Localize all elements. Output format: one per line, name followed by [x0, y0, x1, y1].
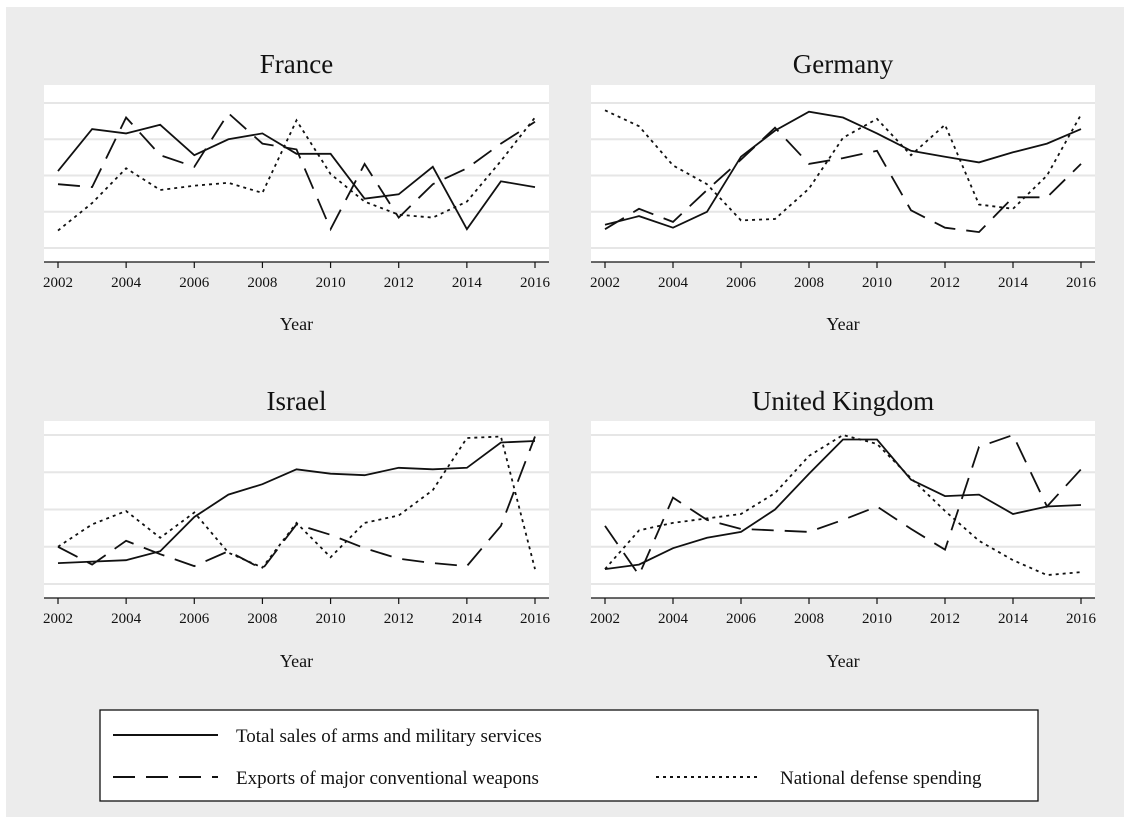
legend-label-exports: Exports of major conventional weapons: [236, 768, 539, 789]
panel-israel: 2002 2004 2006 2008 2010 2012 2014 2016 Israel Ye…: [43, 386, 551, 671]
panel-germany: 2002 2004 2006 2008 2010 2012 2014 2016 Germany Y…: [590, 49, 1097, 334]
x-tick-label: 2010: [316, 275, 346, 291]
x-tick-label: 2016: [520, 611, 551, 627]
panel-title: Germany: [793, 49, 894, 79]
x-tick-label: 2004: [658, 611, 689, 627]
x-tick-label: 2014: [452, 611, 483, 627]
x-tick-label: 2008: [247, 275, 277, 291]
panel-france: 2002 2004 2006 2008 2010 2012 2014 2016 France Ye…: [43, 49, 551, 334]
x-tick-label: 2012: [930, 275, 960, 291]
x-tick-label: 2002: [43, 275, 73, 291]
series-line-dashed: [604, 126, 1082, 234]
x-axis-title: Year: [826, 651, 859, 671]
series-line-solid: [57, 123, 536, 231]
x-tick-label: 2002: [43, 611, 73, 627]
x-tick-label: 2014: [998, 611, 1029, 627]
x-tick-label: 2012: [384, 275, 414, 291]
panel-title: United Kingdom: [752, 386, 934, 416]
x-tick-label: 2016: [520, 275, 551, 291]
x-tick-label: 2012: [384, 611, 414, 627]
series-line-solid: [604, 438, 1082, 570]
panel-united-kingdom: 2002 2004 2006 2008 2010 2012 2014 2016 United K…: [590, 386, 1097, 671]
x-tick-label: 2006: [179, 275, 210, 291]
x-axis-title: Year: [280, 314, 313, 334]
series-line-dotted: [604, 109, 1082, 222]
x-tick-label: 2002: [590, 275, 620, 291]
x-tick-label: 2006: [179, 611, 210, 627]
legend-label-total-sales: Total sales of arms and military service…: [236, 726, 542, 747]
series-line-dashed: [604, 433, 1082, 577]
x-axis-title: Year: [280, 651, 313, 671]
x-tick-label: 2004: [111, 275, 142, 291]
series-line-dotted: [57, 435, 536, 570]
x-tick-label: 2014: [998, 275, 1029, 291]
x-tick-label: 2010: [862, 275, 892, 291]
legend-box: [99, 709, 1039, 802]
x-tick-label: 2012: [930, 611, 960, 627]
x-tick-label: 2004: [658, 275, 689, 291]
x-tick-label: 2016: [1066, 611, 1097, 627]
x-tick-label: 2008: [794, 275, 824, 291]
series-line-solid: [604, 110, 1082, 229]
x-tick-label: 2006: [726, 611, 757, 627]
x-tick-label: 2006: [726, 275, 757, 291]
x-tick-label: 2010: [862, 611, 892, 627]
series-line-solid: [57, 440, 536, 564]
x-axis-title: Year: [826, 314, 859, 334]
x-tick-label: 2004: [111, 611, 142, 627]
legend: Total sales of arms and military service…: [99, 709, 1039, 802]
x-tick-label: 2002: [590, 611, 620, 627]
x-tick-label: 2010: [316, 611, 346, 627]
series-line-dashed: [57, 436, 536, 571]
x-tick-label: 2008: [794, 611, 824, 627]
x-tick-label: 2016: [1066, 275, 1097, 291]
panel-title: France: [260, 49, 333, 79]
plot-area-germany: [591, 85, 1095, 262]
x-tick-label: 2014: [452, 275, 483, 291]
panel-title: Israel: [267, 386, 327, 416]
plot-area-france: [44, 85, 549, 262]
legend-label-defense-spending: National defense spending: [780, 768, 982, 789]
series-line-dotted: [57, 116, 536, 232]
x-tick-label: 2008: [247, 611, 277, 627]
panels-layer: 2002 2004 2006 2008 2010 2012 2014 2016 France Ye…: [43, 49, 1097, 671]
series-line-dashed: [57, 111, 536, 232]
